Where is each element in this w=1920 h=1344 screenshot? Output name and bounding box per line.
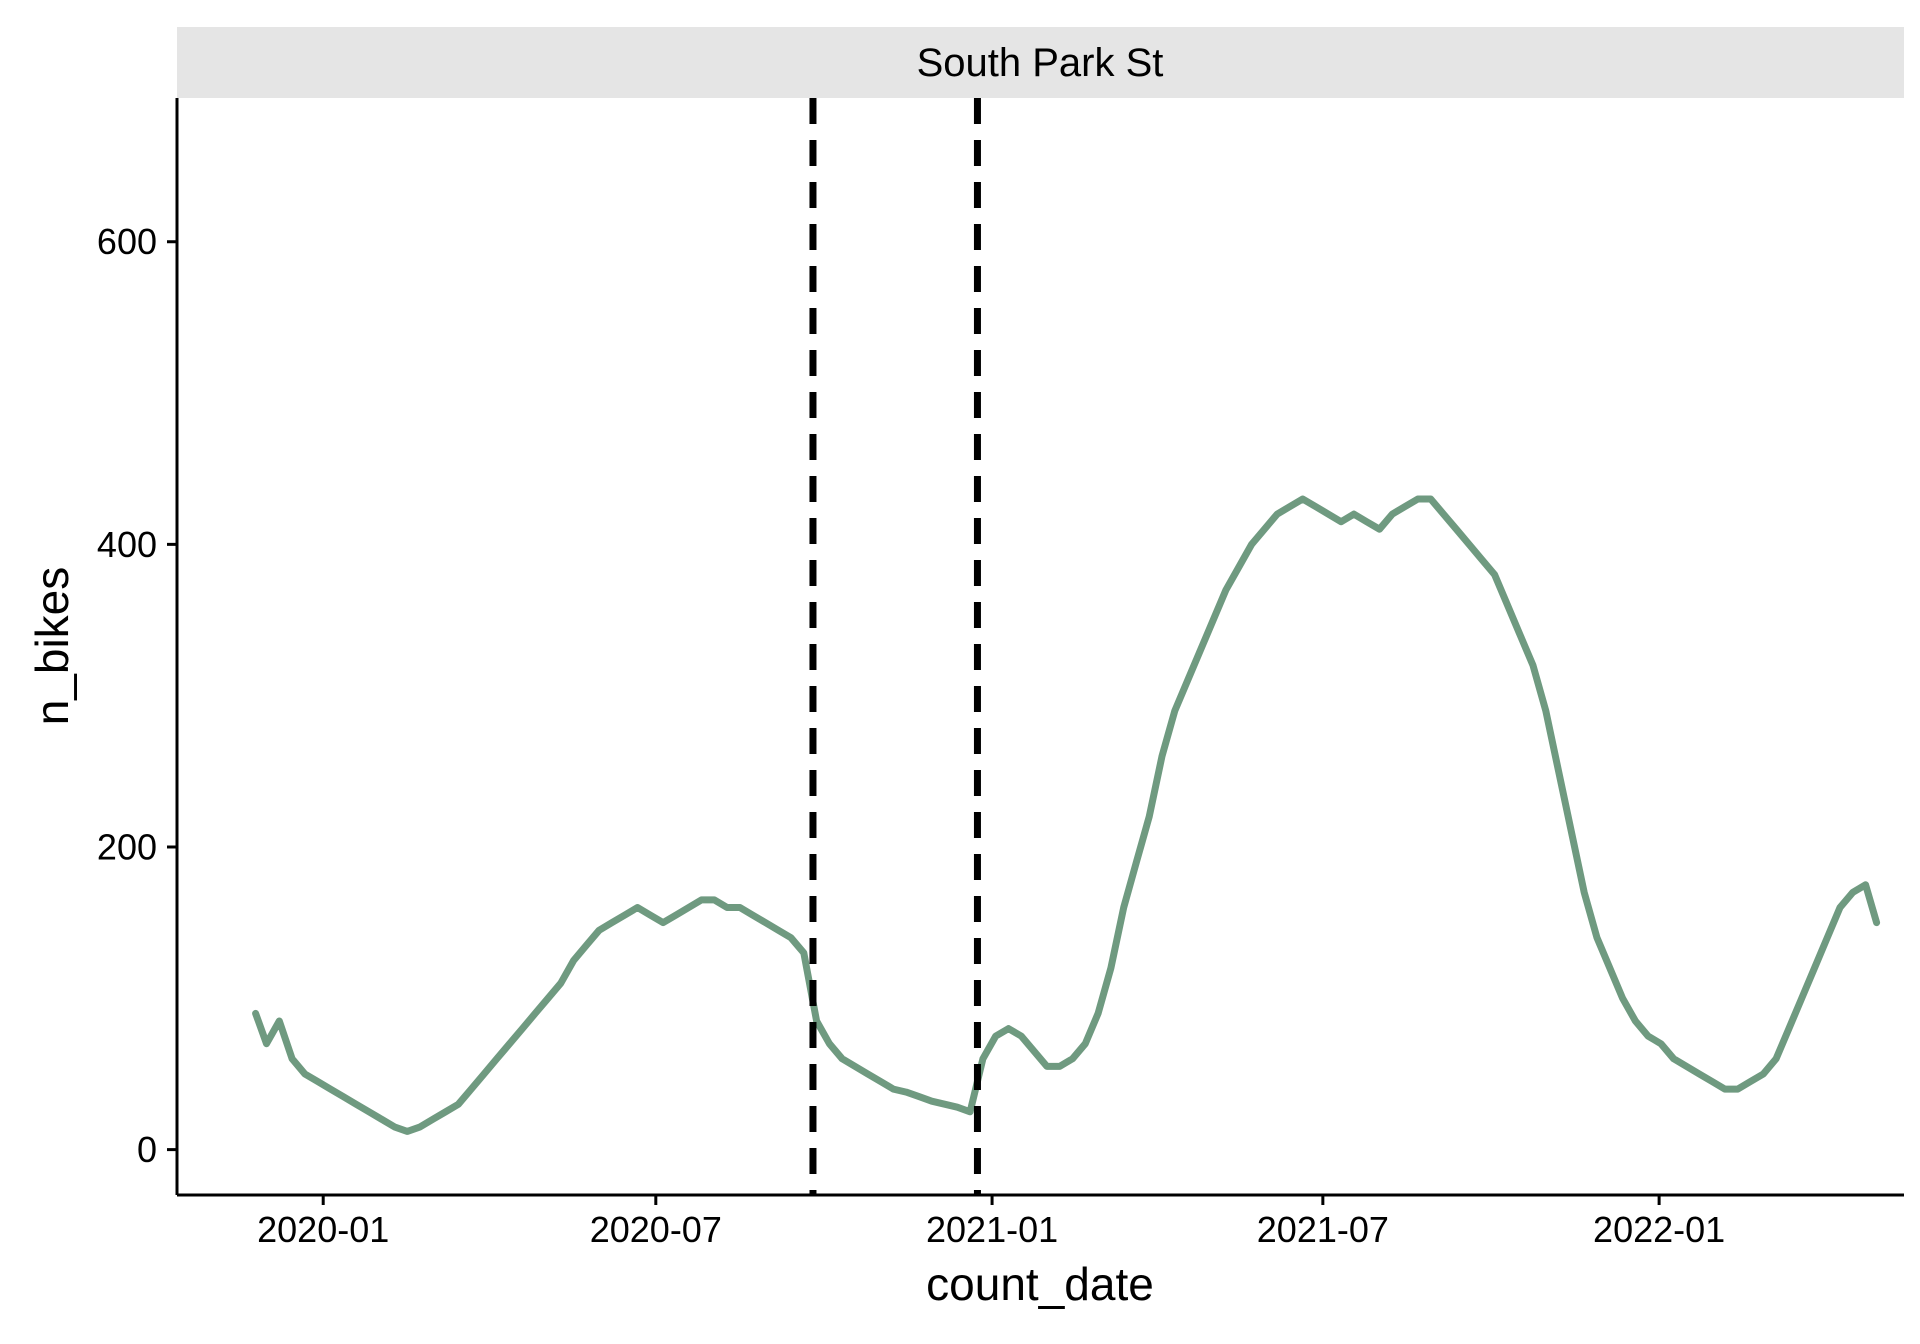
x-tick-label: 2020-01 bbox=[257, 1209, 389, 1250]
y-tick-label: 200 bbox=[97, 826, 157, 867]
facet-strip-label: South Park St bbox=[917, 41, 1164, 85]
x-tick-label: 2021-01 bbox=[926, 1209, 1058, 1250]
x-ticks: 2020-01 2020-07 2021-01 2021-07 2022-01 bbox=[257, 1195, 1725, 1250]
y-axis-title: n_bikes bbox=[26, 567, 78, 726]
x-tick-label: 2020-07 bbox=[590, 1209, 722, 1250]
x-tick-label: 2022-01 bbox=[1593, 1209, 1725, 1250]
y-tick-label: 400 bbox=[97, 524, 157, 565]
y-tick-label: 600 bbox=[97, 221, 157, 262]
y-axis: 0 200 400 600 bbox=[97, 98, 179, 1195]
y-tick-label: 0 bbox=[137, 1129, 157, 1170]
x-axis-title: count_date bbox=[926, 1258, 1154, 1310]
facet-strip-bg bbox=[177, 27, 1904, 98]
x-axis: 2020-01 2020-07 2021-01 2021-07 2022-01 bbox=[177, 1193, 1904, 1250]
plot-panel bbox=[252, 98, 1881, 1195]
facet-strip: South Park St bbox=[177, 27, 1904, 98]
y-ticks: 0 200 400 600 bbox=[97, 221, 177, 1170]
series-line-0 bbox=[252, 495, 1881, 1135]
x-tick-label: 2021-07 bbox=[1257, 1209, 1389, 1250]
